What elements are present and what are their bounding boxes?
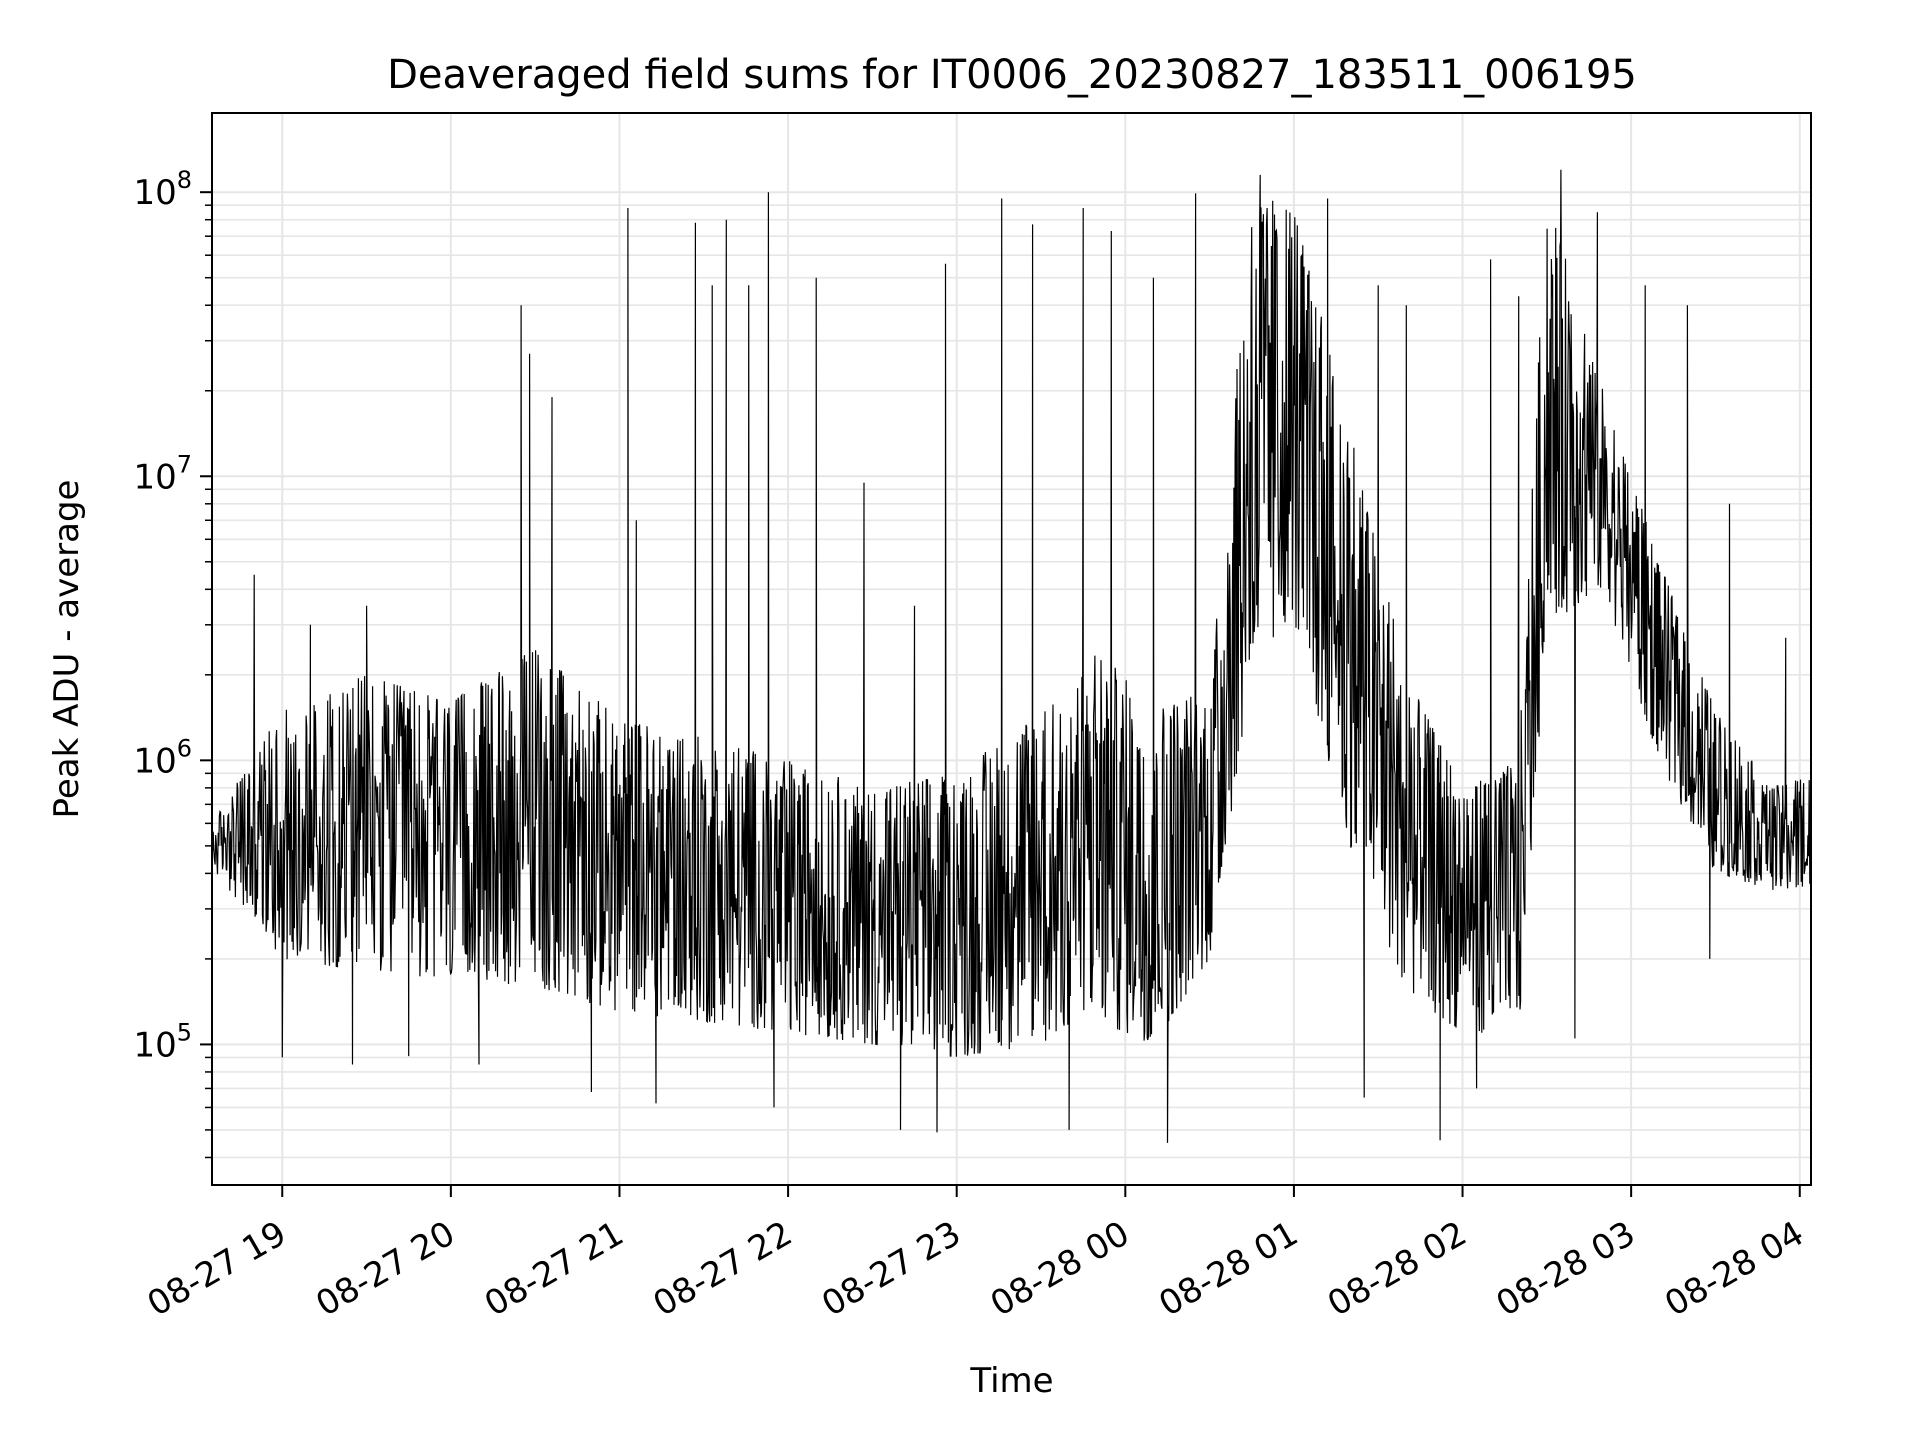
y-tick-label: 107 — [133, 450, 192, 497]
x-axis-label: Time — [969, 1361, 1053, 1401]
data-line — [211, 169, 1812, 1143]
plot-frame — [211, 112, 1812, 1186]
chart-title: Deaveraged field sums for IT0006_2023082… — [387, 52, 1637, 98]
series-line — [211, 169, 1812, 1143]
y-tick-label: 106 — [133, 734, 192, 781]
y-axis-label: Peak ADU - average — [47, 480, 87, 819]
y-tick-label: 105 — [133, 1018, 192, 1065]
x-gridlines — [281, 113, 1801, 1185]
y-axis-ticks: 105 106 107 108 — [133, 166, 212, 1159]
y-tick-label: 108 — [133, 166, 192, 213]
